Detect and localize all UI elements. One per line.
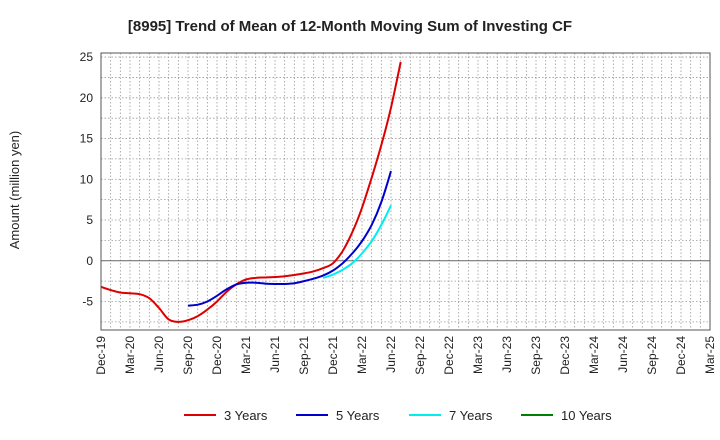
x-tick-label: Mar-23 (471, 336, 485, 374)
x-tick-label: Dec-24 (674, 336, 688, 375)
plot-frame (100, 52, 711, 331)
x-tick-label: Jun-20 (152, 336, 166, 373)
x-tick-label: Jun-22 (384, 336, 398, 373)
x-tick-label: Jun-23 (500, 336, 514, 373)
x-tick-label: Sep-23 (529, 336, 543, 375)
x-tick-label: Sep-24 (645, 336, 659, 375)
legend: 3 Years 5 Years 7 Years 10 Years (184, 408, 612, 423)
y-tick-label: 25 (80, 50, 94, 64)
y-tick-label: 5 (86, 213, 93, 227)
series-line-2 (322, 204, 392, 279)
x-tick-label: Mar-20 (123, 336, 137, 374)
y-tick-label: 10 (80, 172, 94, 186)
x-tick-label: Sep-22 (413, 336, 427, 375)
x-tick-label: Mar-21 (239, 336, 253, 374)
x-tick-label: Mar-24 (587, 336, 601, 374)
legend-label: 3 Years (224, 408, 268, 423)
legend-label: 7 Years (449, 408, 493, 423)
series-line-0 (100, 61, 402, 323)
x-tick-label: Dec-22 (442, 336, 456, 375)
series-line-1 (187, 170, 392, 307)
x-tick-label: Jun-21 (268, 336, 282, 373)
y-tick-label: -5 (82, 294, 93, 308)
x-tick-label: Dec-19 (94, 336, 108, 375)
legend-label: 5 Years (336, 408, 380, 423)
x-tick-labels: Dec-19 Mar-20 Jun-20 Sep-20 Dec-20 Mar-21 Jun-… (94, 336, 717, 375)
x-tick-label: Dec-23 (558, 336, 572, 375)
x-tick-label: Jun-24 (616, 336, 630, 373)
y-tick-label: 0 (86, 254, 93, 268)
x-tick-label: Dec-20 (210, 336, 224, 375)
x-tick-label: Mar-22 (355, 336, 369, 374)
legend-label: 10 Years (561, 408, 612, 423)
y-tick-label: 15 (80, 132, 94, 146)
chart-title: [8995] Trend of Mean of 12-Month Moving … (128, 18, 572, 35)
grid (101, 53, 710, 330)
x-tick-label: Dec-21 (326, 336, 340, 375)
y-axis-label: Amount (million yen) (7, 131, 22, 250)
x-tick-label: Mar-25 (703, 336, 717, 374)
x-tick-label: Sep-20 (181, 336, 195, 375)
x-tick-label: Sep-21 (297, 336, 311, 375)
series-lines (100, 61, 402, 323)
y-tick-labels: -5 0 5 10 15 20 25 (80, 50, 94, 308)
y-tick-label: 20 (80, 91, 94, 105)
